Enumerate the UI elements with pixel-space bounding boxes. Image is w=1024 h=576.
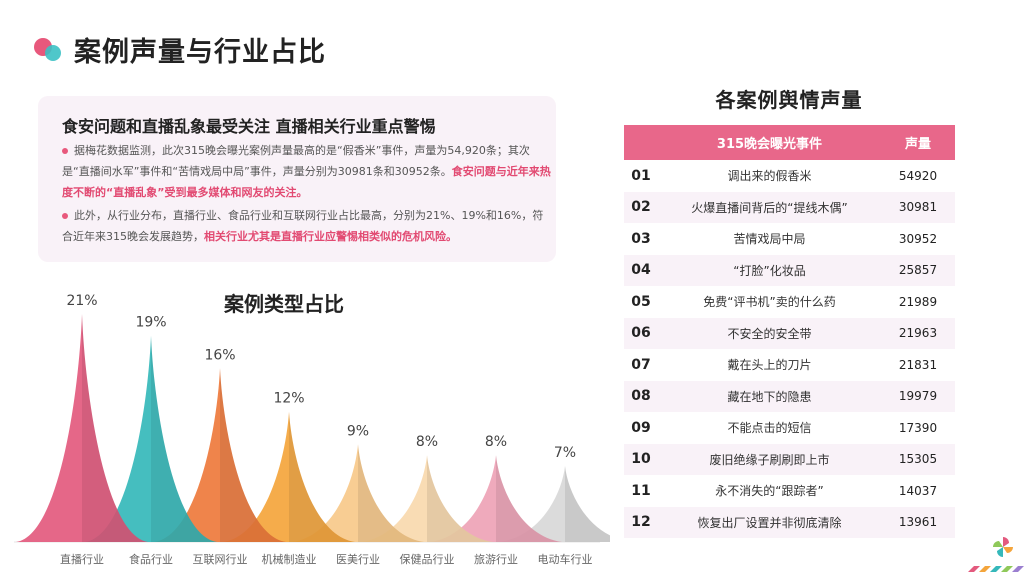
table-row: 03 苦情戏局中局 30952 bbox=[624, 223, 955, 255]
table-row: 04 “打脸”化妆品 25857 bbox=[624, 254, 955, 286]
row-event-name: 调出来的假香米 bbox=[658, 160, 881, 192]
row-event-name: 苦情戏局中局 bbox=[658, 223, 881, 255]
row-number: 03 bbox=[624, 223, 658, 255]
category-label: 保健品行业 bbox=[400, 552, 455, 566]
row-number: 10 bbox=[624, 443, 658, 475]
table-header-row: 315晚会曝光事件 声量 bbox=[624, 125, 955, 160]
row-number: 09 bbox=[624, 412, 658, 444]
chart-peak-5 bbox=[292, 444, 424, 542]
value-label: 9% bbox=[347, 423, 369, 439]
category-label: 食品行业 bbox=[129, 552, 173, 566]
row-event-name: 免费“评书机”卖的什么药 bbox=[658, 286, 881, 318]
row-volume: 15305 bbox=[881, 443, 955, 475]
summary-box: 食安问题和直播乱象最受关注 直播相关行业重点警惕 据梅花数据监测，此次315晚会… bbox=[38, 96, 556, 262]
header-volume: 声量 bbox=[881, 125, 955, 160]
value-label: 16% bbox=[204, 347, 235, 363]
table-row: 01 调出来的假香米 54920 bbox=[624, 160, 955, 192]
category-label: 电动车行业 bbox=[538, 552, 593, 566]
table-row: 11 永不消失的“跟踪者” 14037 bbox=[624, 475, 955, 507]
row-event-name: 火爆直播间背后的“提线木偶” bbox=[658, 191, 881, 223]
row-event-name: 废旧绝缘子刷刷即上市 bbox=[658, 443, 881, 475]
row-event-name: 藏在地下的隐患 bbox=[658, 380, 881, 412]
table-title: 各案例舆情声量 bbox=[715, 88, 863, 112]
value-label: 8% bbox=[416, 434, 438, 450]
table-row: 06 不安全的安全带 21963 bbox=[624, 317, 955, 349]
category-label: 机械制造业 bbox=[262, 552, 317, 566]
row-number: 11 bbox=[624, 475, 658, 507]
table-row: 02 火爆直播间背后的“提线木偶” 30981 bbox=[624, 191, 955, 223]
row-volume: 19979 bbox=[881, 380, 955, 412]
row-number: 12 bbox=[624, 506, 658, 538]
chart-title: 案例类型占比 bbox=[224, 292, 344, 316]
summary-paragraph-2: 此外，从行业分布，直播行业、食品行业和互联网行业占比最高，分别为21%、19%和… bbox=[62, 205, 552, 247]
table-row: 09 不能点击的短信 17390 bbox=[624, 412, 955, 444]
value-label: 19% bbox=[135, 315, 166, 331]
table-row: 10 废旧绝缘子刷刷即上市 15305 bbox=[624, 443, 955, 475]
row-number: 01 bbox=[624, 160, 658, 192]
value-label: 8% bbox=[485, 434, 507, 450]
row-volume: 21989 bbox=[881, 286, 955, 318]
row-event-name: 永不消失的“跟踪者” bbox=[658, 475, 881, 507]
value-label: 12% bbox=[273, 391, 304, 407]
row-event-name: 不能点击的短信 bbox=[658, 412, 881, 444]
summary-paragraph-1: 据梅花数据监测，此次315晚会曝光案例声量最高的是“假香米”事件，声量为54,9… bbox=[62, 140, 552, 203]
value-label: 21% bbox=[66, 293, 97, 309]
bullet-icon bbox=[62, 213, 68, 219]
category-label: 医美行业 bbox=[336, 553, 380, 566]
page-title: 案例声量与行业占比 bbox=[74, 37, 326, 68]
paragraph-1-text: 据梅花数据监测，此次315晚会曝光案例声量最高的是“假香米”事件，声量为54,9… bbox=[62, 144, 530, 178]
bullet-icon bbox=[62, 148, 68, 154]
row-event-name: 恢复出厂设置并非彻底清除 bbox=[658, 506, 881, 538]
row-volume: 14037 bbox=[881, 475, 955, 507]
value-label: 7% bbox=[554, 445, 576, 461]
row-number: 05 bbox=[624, 286, 658, 318]
paragraph-2-text: 此外，从行业分布，直播行业、食品行业和互联网行业占比最高，分别为21%、19%和… bbox=[62, 209, 544, 243]
summary-heading: 食安问题和直播乱象最受关注 直播相关行业重点警惕 bbox=[62, 117, 436, 136]
row-number: 04 bbox=[624, 254, 658, 286]
pinwheel-logo-icon bbox=[993, 537, 1013, 557]
row-volume: 25857 bbox=[881, 254, 955, 286]
chart-peak-6 bbox=[361, 455, 493, 542]
table-row: 07 戴在头上的刀片 21831 bbox=[624, 349, 955, 381]
category-label: 互联网行业 bbox=[193, 553, 248, 566]
row-number: 02 bbox=[624, 191, 658, 223]
case-volume-table: 315晚会曝光事件 声量 01 调出来的假香米 54920 02 火爆直播间背后的“提线… bbox=[624, 125, 955, 538]
header-event: 315晚会曝光事件 bbox=[658, 125, 881, 160]
row-number: 07 bbox=[624, 349, 658, 381]
table-row: 05 免费“评书机”卖的什么药 21989 bbox=[624, 286, 955, 318]
table-row: 08 藏在地下的隐患 19979 bbox=[624, 380, 955, 412]
category-label: 直播行业 bbox=[60, 552, 104, 566]
row-number: 08 bbox=[624, 380, 658, 412]
row-volume: 21831 bbox=[881, 349, 955, 381]
chart-peak-2 bbox=[85, 335, 217, 542]
chart-peak-1 bbox=[16, 314, 148, 542]
paragraph-2-highlight: 相关行业尤其是直播行业应警惕相类似的危机风险。 bbox=[204, 230, 457, 243]
title-dots-icon bbox=[34, 36, 68, 62]
row-event-name: 戴在头上的刀片 bbox=[658, 349, 881, 381]
category-label: 旅游行业 bbox=[474, 552, 518, 566]
industry-share-chart: 21% 直播行业 19% 食品行业 16% 互联网行业 12% 机械制造业 9% 医美行业 8% 保健… bbox=[14, 293, 610, 566]
chart-peak-4 bbox=[223, 411, 355, 542]
row-number: 06 bbox=[624, 317, 658, 349]
paragraph-1-highlight: 食安问题与近年来热度不断的“直播乱象”受到最多媒体和网友的关注。 bbox=[62, 165, 551, 199]
chart-peak-8 bbox=[499, 466, 610, 542]
row-volume: 30952 bbox=[881, 223, 955, 255]
row-event-name: “打脸”化妆品 bbox=[658, 254, 881, 286]
header-num bbox=[624, 125, 658, 160]
row-volume: 13961 bbox=[881, 506, 955, 538]
table-row: 12 恢复出厂设置并非彻底清除 13961 bbox=[624, 506, 955, 538]
chart-peak-3 bbox=[154, 368, 286, 542]
row-volume: 17390 bbox=[881, 412, 955, 444]
chart-peak-7 bbox=[430, 455, 562, 542]
row-volume: 54920 bbox=[881, 160, 955, 192]
decorative-stripes bbox=[968, 566, 1024, 572]
row-volume: 30981 bbox=[881, 191, 955, 223]
row-volume: 21963 bbox=[881, 317, 955, 349]
row-event-name: 不安全的安全带 bbox=[658, 317, 881, 349]
